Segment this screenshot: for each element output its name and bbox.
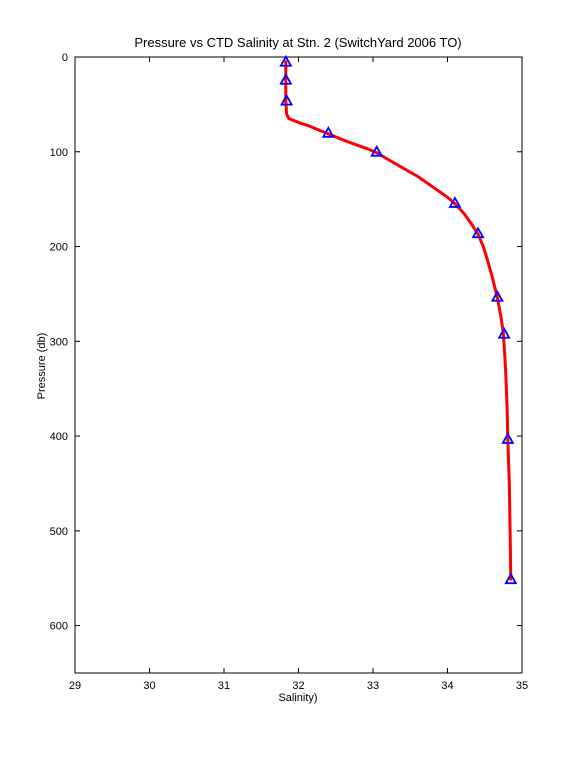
bottle-sample-marker [471, 226, 485, 239]
bottle-sample-marker [321, 125, 335, 138]
bottle-sample-marker [501, 432, 515, 444]
bottle-sample-marker [370, 144, 384, 157]
y-tick-label: 400 [50, 431, 68, 443]
axis-ticks: 29 30 31 32 33 34 35 0 100 200 300 400 500 600 [50, 52, 528, 692]
chart-title: Pressure vs CTD Salinity at Stn. 2 (Swit… [134, 35, 461, 50]
x-tick-label: 34 [441, 680, 453, 692]
x-tick-label: 30 [143, 680, 155, 692]
x-tick-label: 33 [367, 680, 379, 692]
bottle-sample-marker [448, 196, 462, 208]
plot-frame [74, 56, 523, 674]
salinity-profile-line [284, 60, 513, 581]
y-tick-label: 100 [50, 147, 68, 159]
bottle-sample-marker [497, 326, 511, 339]
y-tick-label: 300 [50, 336, 68, 348]
y-tick-label: 200 [50, 242, 68, 254]
y-tick-label: 600 [50, 621, 68, 633]
x-tick-label: 32 [292, 680, 304, 692]
x-tick-label: 29 [69, 680, 81, 692]
bottle-sample-marker [279, 54, 293, 67]
y-tick-label: 500 [50, 526, 68, 538]
plot-area: 29 30 31 32 33 34 35 0 100 200 300 400 500 600 [50, 52, 528, 692]
bottle-sample-marker [280, 93, 294, 106]
bottle-sample-marker [504, 572, 518, 585]
x-tick-label: 35 [516, 680, 528, 692]
bottle-sample-marker [279, 72, 293, 85]
y-tick-label: 0 [62, 52, 68, 64]
bottle-sample-marker [490, 289, 504, 302]
y-axis-label: Pressure (db) [36, 333, 48, 400]
x-axis-label: Salinity) [278, 692, 317, 704]
x-tick-label: 31 [218, 680, 230, 692]
series-layer [279, 54, 518, 585]
